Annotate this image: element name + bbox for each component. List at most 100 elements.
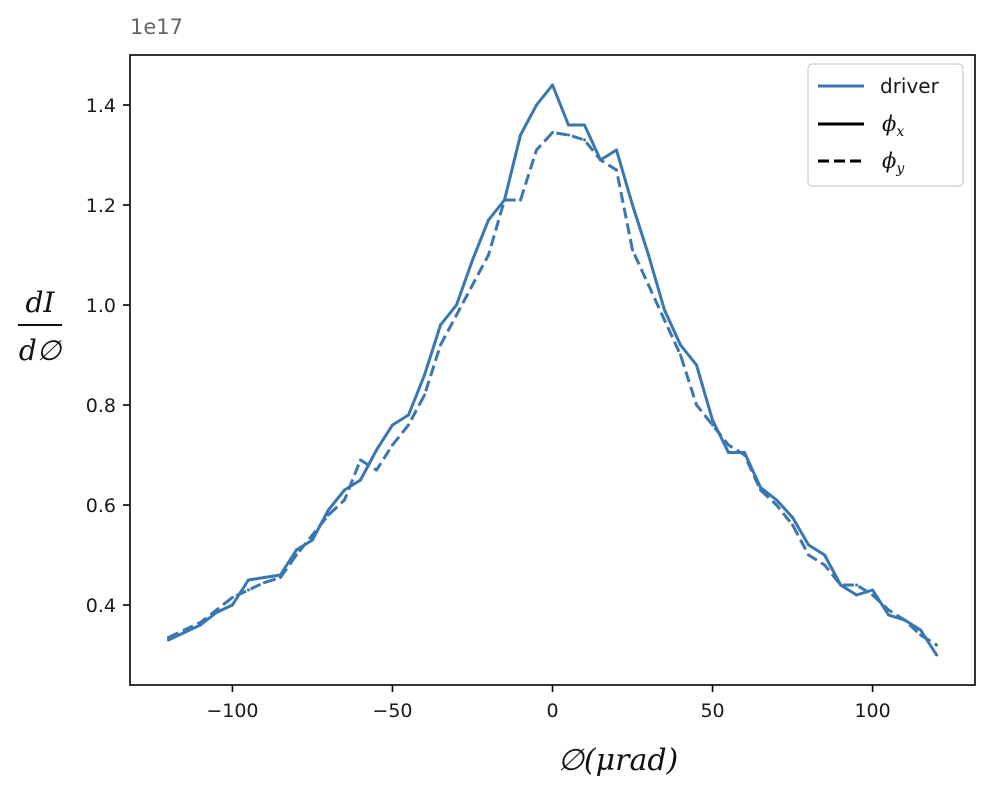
x-tick-label: −50 [372,700,412,722]
data-point-series-1 [455,303,458,307]
data-point-series-1 [471,258,474,262]
data-point-series-1 [407,413,410,417]
data-point-series-2 [647,283,650,287]
legend: driver ϕx ϕy [807,63,964,187]
data-point-series-2 [262,581,266,584]
data-point-series-1 [791,516,795,519]
y-tick-label: 0.8 [86,395,116,417]
data-point-series-2 [807,553,811,557]
data-point-series-2 [839,583,843,587]
data-point-series-2 [230,596,234,599]
data-point-series-1 [359,478,362,482]
data-point-series-1 [262,576,266,579]
legend-label-driver: driver [880,74,940,98]
data-point-series-2 [679,353,682,357]
data-point-series-2 [375,468,378,472]
data-point-series-2 [871,593,875,597]
data-point-series-2 [359,458,362,462]
data-point-series-2 [631,248,634,252]
legend-label-phi-y: ϕy [882,149,905,177]
x-tick-label: 100 [854,700,890,722]
data-point-series-2 [743,453,746,457]
legend-phi-y-subscript: y [895,161,905,177]
plot-series [166,83,939,657]
data-point-series-1 [663,308,666,312]
data-point-series-2 [935,643,939,647]
data-point-series-2 [407,423,410,427]
data-point-series-1 [871,588,875,592]
data-point-series-1 [775,498,779,502]
data-point-series-2 [583,138,586,142]
data-point-series-1 [615,148,618,152]
data-point-series-2 [535,148,538,152]
data-point-series-2 [166,636,170,639]
data-point-series-1 [583,123,586,127]
data-point-series-2 [919,633,923,637]
y-tick-label: 0.6 [86,495,116,517]
data-point-series-1 [326,508,330,512]
data-point-series-1 [487,218,490,222]
data-point-series-2 [455,313,458,317]
legend-box [807,63,964,187]
y-tick-label: 1.2 [86,195,116,217]
data-point-series-1 [759,486,762,489]
data-point-series-2 [278,576,282,579]
data-point-series-2 [519,198,522,202]
data-point-series-2 [823,563,827,567]
data-point-series-2 [182,628,186,632]
data-point-series-2 [599,158,602,162]
data-point-series-1 [439,323,442,327]
x-tick-label: 0 [546,700,558,722]
data-point-series-1 [166,638,170,642]
y-axis-label-numerator: dI [26,286,56,319]
data-point-series-2 [855,583,859,587]
data-point-series-1 [423,373,426,377]
data-point-series-1 [647,253,650,257]
data-point-series-1 [823,553,827,557]
legend-phi-x-subscript: x [896,124,904,140]
data-point-series-2 [759,488,762,492]
data-point-series-2 [487,253,490,257]
x-tick-label: −100 [206,700,258,722]
data-point-series-1 [855,593,859,597]
data-point-series-1 [551,83,554,87]
data-point-series-2 [551,131,554,134]
data-point-series-1 [695,363,698,367]
data-point-series-1 [391,423,394,427]
data-point-series-1 [294,548,298,552]
data-point-series-1 [375,448,378,452]
data-point-series-2 [310,533,314,537]
offset-text: 1e17 [130,15,183,39]
data-point-series-1 [679,343,682,347]
legend-phi-x-symbol: ϕ [882,112,896,136]
data-point-series-2 [326,513,330,517]
data-point-series-2 [775,503,779,507]
data-point-series-2 [391,443,394,447]
y-tick-label: 0.4 [86,595,116,617]
data-point-series-2 [663,318,666,322]
data-point-series-1 [535,103,538,107]
x-tick-label: 50 [700,700,724,722]
data-point-series-1 [727,451,730,454]
data-point-series-2 [567,133,570,137]
x-axis-label: ∅(μrad) [558,743,678,778]
data-point-series-1 [807,543,811,547]
data-point-series-2 [615,168,618,172]
y-axis-label: dI d∅ [18,286,63,367]
data-point-series-2 [503,198,506,202]
y-tick-label: 1.0 [86,295,116,317]
data-point-series-2 [695,403,698,407]
data-point-series-1 [246,578,250,582]
y-tick-label: 1.4 [86,95,116,117]
data-point-series-2 [423,393,426,397]
data-point-series-2 [198,621,202,624]
x-axis: −100 −50 0 50 100 [206,685,891,722]
data-point-series-2 [727,443,730,447]
data-point-series-1 [567,123,570,127]
data-point-series-2 [294,553,298,557]
data-point-series-2 [791,523,795,527]
data-point-series-2 [711,423,714,427]
data-point-series-1 [230,603,234,607]
legend-label-phi-x: ϕx [882,112,904,140]
data-point-series-2 [343,498,346,502]
